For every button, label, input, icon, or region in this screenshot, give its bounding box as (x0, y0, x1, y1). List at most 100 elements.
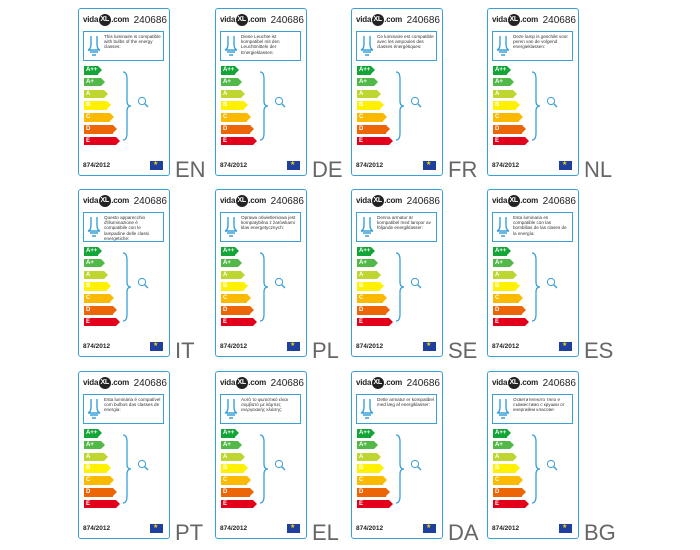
compatibility-box: Αυτό το φωτιστικό είναι συμβατό με λάμπε… (220, 394, 301, 424)
luminaire-icon (224, 36, 238, 56)
energy-class-bar: C (221, 113, 251, 122)
energy-class-bar: D (493, 306, 526, 315)
energy-class-bar: D (84, 488, 117, 497)
product-code: 240686 (542, 196, 576, 207)
regulation-number: 874/2012 (220, 343, 248, 350)
language-code: EL (312, 520, 339, 545)
luminaire-icon (224, 399, 238, 419)
energy-class-bar: E (493, 317, 529, 327)
energy-class-bar: B (84, 282, 111, 291)
energy-class-bar: C (221, 294, 251, 303)
energy-class-scale: A++ A+ A B C D E (221, 429, 257, 513)
bulb-icon (410, 96, 422, 108)
energy-class-bar: A+ (357, 440, 378, 450)
energy-class-bar: A++ (357, 66, 375, 75)
regulation-number: 874/2012 (356, 525, 384, 532)
compatibility-box: Questo apparecchio d'illuminazione è com… (83, 212, 164, 242)
energy-class-bar: D (493, 125, 526, 134)
regulation-number: 874/2012 (83, 343, 111, 350)
regulation-number: 874/2012 (220, 525, 248, 532)
vidaxl-logo: vida XL .com (356, 195, 403, 207)
energy-class-bar: A++ (493, 247, 511, 256)
compatibility-box: Oprawa oświetleniowa jest kompatybilna z… (220, 212, 301, 242)
energy-class-bar: B (357, 464, 384, 473)
energy-class-bar: C (357, 476, 387, 485)
energy-class-bar: A (84, 270, 108, 280)
energy-class-bar: A+ (357, 258, 378, 268)
energy-class-bar: A (221, 270, 245, 280)
energy-class-bar: E (357, 136, 393, 146)
compatibility-text: Осветителното тяло е съвместимо с крушки… (513, 397, 565, 413)
energy-class-scale: A++ A+ A B C D E (221, 66, 257, 150)
energy-class-bar: A+ (493, 258, 514, 268)
label-header: vida XL .com 240686 (83, 377, 167, 393)
energy-class-bar: B (493, 101, 520, 110)
energy-class-scale: A++ A+ A B C D E (493, 429, 529, 513)
brace-icon (122, 71, 132, 141)
energy-class-bar: B (84, 101, 111, 110)
product-code: 240686 (133, 196, 167, 207)
product-code: 240686 (133, 15, 167, 26)
energy-label-card: vida XL .com 240686 Ce luminaire est compati… (351, 8, 443, 176)
energy-class-bar: E (493, 499, 529, 509)
product-code: 240686 (542, 15, 576, 26)
vidaxl-logo: vida XL .com (492, 195, 539, 207)
label-header: vida XL .com 240686 (492, 14, 576, 30)
brace-icon (122, 252, 132, 322)
vidaxl-logo: vida XL .com (492, 377, 539, 389)
energy-class-bar: E (221, 317, 257, 327)
compatibility-box: Esta luminaria es compatible con las bom… (492, 212, 573, 242)
bulb-icon (546, 96, 558, 108)
vidaxl-logo: vida XL .com (356, 14, 403, 26)
vidaxl-logo: vida XL .com (220, 195, 267, 207)
product-code: 240686 (406, 15, 440, 26)
eu-flag-icon (559, 160, 572, 170)
bulb-icon (274, 277, 286, 289)
energy-class-scale: A++ A+ A B C D E (493, 66, 529, 150)
energy-class-bar: C (493, 476, 523, 485)
vidaxl-logo: vida XL .com (492, 14, 539, 26)
label-header: vida XL .com 240686 (492, 377, 576, 393)
energy-class-bar: D (221, 125, 254, 134)
language-code: DA (448, 520, 479, 545)
brace-icon (259, 434, 269, 504)
energy-class-bar: D (84, 306, 117, 315)
energy-class-scale: A++ A+ A B C D E (357, 429, 393, 513)
energy-class-scale: A++ A+ A B C D E (84, 66, 120, 150)
energy-label-card: vida XL .com 240686 Осветителното тяло е съв… (487, 371, 579, 539)
product-code: 240686 (133, 378, 167, 389)
energy-class-bar: D (357, 306, 390, 315)
regulation-number: 874/2012 (83, 525, 111, 532)
energy-class-scale: A++ A+ A B C D E (493, 247, 529, 331)
regulation-number: 874/2012 (492, 162, 520, 169)
luminaire-icon (224, 217, 238, 237)
eu-flag-icon (559, 523, 572, 533)
regulation-number: 874/2012 (83, 162, 111, 169)
energy-class-bar: B (221, 464, 248, 473)
compatibility-text: Esta luminária é compatível com bulbos d… (104, 397, 161, 413)
language-code: NL (584, 157, 613, 182)
energy-label-card: vida XL .com 240686 Αυτό το φωτιστικό είναι … (215, 371, 307, 539)
label-header: vida XL .com 240686 (220, 377, 304, 393)
energy-class-bar: A (221, 89, 245, 99)
energy-class-bar: A+ (84, 440, 105, 450)
energy-label-card: vida XL .com 240686 Dette armatur er kompati… (351, 371, 443, 539)
energy-label-card: vida XL .com 240686 Esta luminária é compatí… (78, 371, 170, 539)
energy-class-bar: A (357, 270, 381, 280)
energy-class-scale: A++ A+ A B C D E (221, 247, 257, 331)
eu-flag-icon (423, 523, 436, 533)
energy-class-scale: A++ A+ A B C D E (357, 66, 393, 150)
luminaire-icon (496, 399, 510, 419)
energy-class-bar: C (357, 113, 387, 122)
energy-class-bar: A+ (357, 77, 378, 87)
energy-label-card: vida XL .com 240686 This luminaire is compat… (78, 8, 170, 176)
brace-icon (395, 434, 405, 504)
bulb-icon (546, 277, 558, 289)
energy-label-card: vida XL .com 240686 Diese Leuchte ist kompat… (215, 8, 307, 176)
energy-class-bar: A (357, 452, 381, 462)
compatibility-box: Deze lamp is geschikt voor peren van de … (492, 31, 573, 61)
energy-label-card: vida XL .com 240686 Oprawa oświetleniowa jes… (215, 189, 307, 357)
energy-class-scale: A++ A+ A B C D E (84, 247, 120, 331)
energy-class-bar: C (84, 113, 114, 122)
compatibility-text: Αυτό το φωτιστικό είναι συμβατό με λάμπε… (241, 397, 288, 413)
